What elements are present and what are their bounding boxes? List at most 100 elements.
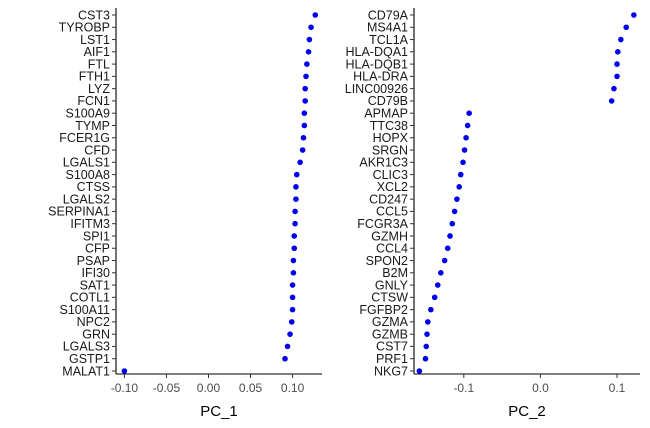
data-point: [312, 12, 319, 18]
data-point: [290, 257, 297, 264]
gene-label: S100A9: [66, 107, 111, 121]
data-point: [306, 36, 313, 43]
gene-label: LINC00926: [345, 82, 408, 96]
data-point: [438, 269, 444, 276]
data-point: [416, 368, 423, 374]
gene-label: CST7: [376, 340, 408, 354]
data-point: [121, 368, 128, 374]
data-point: [301, 110, 308, 117]
data-point: [301, 122, 308, 129]
data-point: [431, 294, 438, 301]
x-tick-label: 0.10: [281, 381, 305, 395]
gene-label: TYROBP: [59, 21, 110, 35]
data-point: [434, 282, 441, 288]
data-point: [460, 159, 466, 166]
gene-label: CD79A: [368, 8, 409, 22]
x-axis-title: PC_1: [200, 403, 238, 420]
data-point: [608, 98, 615, 104]
x-tick-label: -0.10: [111, 381, 139, 395]
data-point: [287, 331, 293, 337]
data-point: [299, 147, 306, 153]
gene-label: HLA-DQB1: [345, 57, 408, 71]
data-point: [618, 36, 624, 43]
gene-label: CTSS: [77, 180, 110, 194]
data-point: [457, 171, 464, 178]
gene-label: NKG7: [374, 364, 408, 378]
x-axis-title: PC_2: [508, 403, 546, 420]
gene-label: GZMB: [372, 327, 408, 341]
gene-label: S100A8: [66, 168, 111, 182]
gene-label: FCN1: [77, 94, 110, 108]
data-point: [466, 110, 472, 117]
gene-label: SPON2: [366, 254, 408, 268]
gene-label: TCL1A: [369, 33, 409, 47]
data-point: [297, 159, 303, 166]
data-point: [302, 85, 308, 92]
data-point: [302, 98, 308, 104]
data-point: [300, 134, 307, 141]
gene-label: PRF1: [376, 352, 408, 366]
data-point: [308, 24, 314, 31]
gene-label: GNLY: [375, 278, 409, 292]
gene-label: CFP: [85, 242, 110, 256]
data-point: [447, 233, 453, 239]
data-point: [293, 171, 300, 178]
data-point: [454, 196, 460, 202]
gene-label: GZMA: [372, 315, 409, 329]
gene-label: XCL2: [377, 180, 408, 194]
gene-label: S100A11: [59, 303, 110, 317]
data-point: [623, 24, 630, 31]
gene-label: B2M: [382, 266, 408, 280]
gene-label: APMAP: [364, 107, 408, 121]
data-point: [293, 196, 299, 202]
data-point: [304, 61, 310, 67]
data-point: [284, 343, 291, 350]
data-point: [291, 245, 298, 252]
gene-label: TTC38: [370, 119, 408, 133]
data-point: [290, 269, 297, 276]
data-point: [303, 73, 309, 80]
gene-label: PSAP: [77, 254, 110, 268]
gene-label: FCER1G: [59, 131, 110, 145]
gene-label: FCGR3A: [357, 217, 408, 231]
gene-label: IFITM3: [70, 217, 110, 231]
data-point: [289, 306, 296, 313]
data-point: [631, 12, 637, 18]
gene-label: GZMH: [371, 229, 408, 243]
gene-label: AIF1: [84, 45, 110, 59]
panel-pc2: CD79AMS4A1TCL1AHLA-DQA1HLA-DQB1HLA-DRALI…: [345, 8, 640, 420]
gene-label: MALAT1: [62, 364, 110, 378]
x-tick-label: 0.00: [197, 381, 221, 395]
gene-label: LYZ: [88, 82, 110, 96]
gene-label: GSTP1: [69, 352, 110, 366]
data-point: [288, 319, 295, 325]
gene-label: LGALS1: [63, 156, 110, 170]
data-point: [444, 245, 451, 252]
gene-label: CCL5: [376, 205, 408, 219]
data-point: [305, 49, 312, 55]
data-point: [441, 257, 448, 264]
gene-label: CD79B: [368, 94, 408, 108]
data-point: [289, 294, 296, 301]
gene-label: IFI30: [82, 266, 111, 280]
data-point: [464, 122, 471, 129]
data-point: [614, 73, 620, 80]
data-point: [449, 220, 456, 227]
data-point: [424, 319, 431, 325]
gene-label: FTL: [88, 57, 110, 71]
data-point: [292, 208, 298, 215]
panel-pc1: CST3TYROBPLST1AIF1FTLFTH1LYZFCN1S100A9TY…: [48, 8, 322, 420]
gene-label: GRN: [82, 327, 110, 341]
data-point: [423, 343, 430, 350]
data-point: [461, 147, 468, 153]
gene-label: LST1: [80, 33, 110, 47]
gene-label: NPC2: [77, 315, 110, 329]
x-tick-label: -0.05: [153, 381, 181, 395]
data-point: [289, 282, 296, 288]
gene-label: CD247: [369, 192, 408, 206]
data-point: [428, 306, 434, 313]
gene-label: HLA-DRA: [353, 70, 409, 84]
x-tick-label: -0.1: [453, 381, 474, 395]
